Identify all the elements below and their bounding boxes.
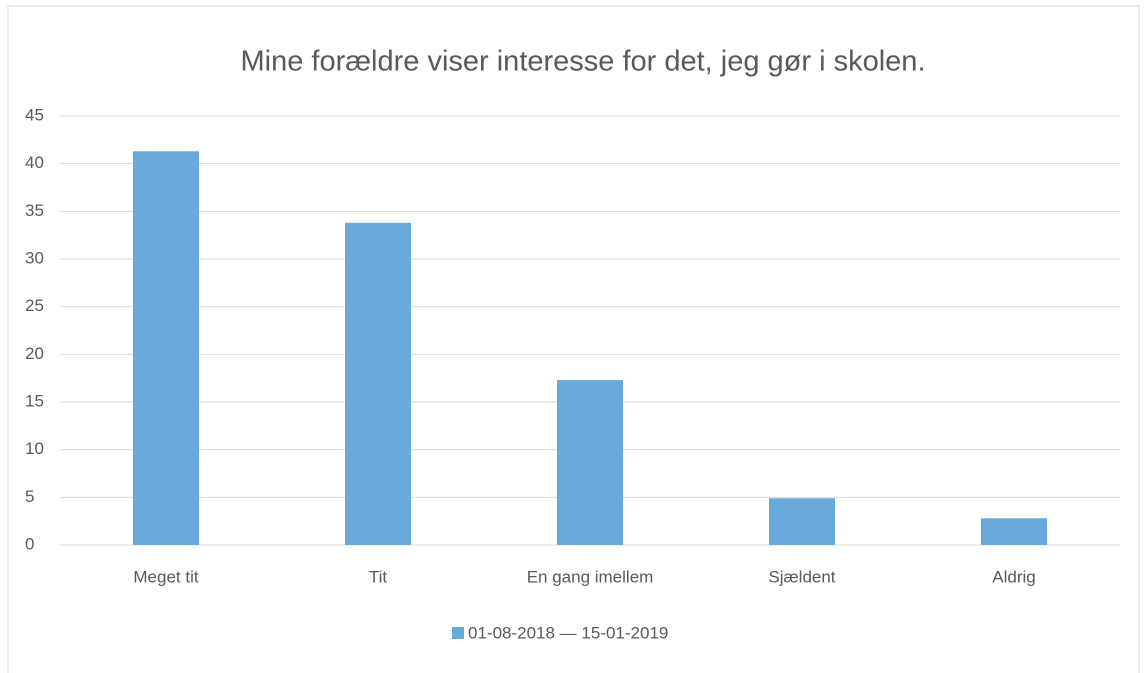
y-tick-label: 25 <box>25 296 44 315</box>
y-tick-label: 20 <box>25 344 44 363</box>
legend-swatch <box>452 627 464 639</box>
x-tick-label: Sjældent <box>768 567 835 586</box>
y-tick-label: 0 <box>25 534 34 553</box>
y-tick-label: 5 <box>25 487 34 506</box>
x-tick-label: En gang imellem <box>527 567 654 586</box>
legend-label: 01-08-2018 — 15-01-2019 <box>468 623 668 642</box>
x-tick-label: Aldrig <box>992 567 1035 586</box>
bar <box>133 151 199 546</box>
bar <box>345 222 411 546</box>
y-tick-label: 40 <box>25 153 44 172</box>
y-tick-label: 15 <box>25 391 44 410</box>
x-tick-label: Meget tit <box>133 567 198 586</box>
bar <box>769 498 835 545</box>
y-tick-label: 35 <box>25 201 44 220</box>
bar <box>981 518 1047 545</box>
y-tick-label: 30 <box>25 248 44 267</box>
x-tick-label: Tit <box>369 567 388 586</box>
bar <box>557 380 623 545</box>
y-tick-label: 10 <box>25 439 44 458</box>
chart-title: Mine forældre viser interesse for det, j… <box>241 46 926 78</box>
y-tick-label: 45 <box>25 105 44 124</box>
